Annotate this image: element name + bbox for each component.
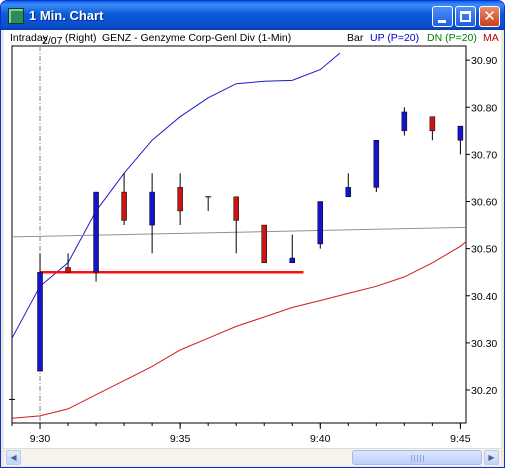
candle: [429, 116, 436, 141]
y-tick-label: 30.40: [471, 291, 497, 303]
y-tick-label: 30.60: [471, 197, 497, 209]
scroll-left-button[interactable]: ◀: [6, 450, 21, 465]
interval-label: (1-Min): [258, 32, 292, 44]
candle-body: [121, 191, 127, 221]
up-band-label: UP (P=20): [370, 32, 420, 44]
chevron-left-icon: ◀: [10, 453, 17, 462]
y-tick-label: 30.80: [471, 102, 497, 114]
candle: [177, 173, 183, 226]
window-title: 1 Min. Chart: [29, 8, 104, 23]
upper-band-line: [11, 52, 341, 339]
candle: [233, 196, 239, 254]
candle-body: [345, 187, 352, 198]
candle: [93, 191, 99, 282]
candle-body: [373, 140, 380, 188]
y-tick-label: 30.30: [471, 338, 497, 350]
maximize-button[interactable]: [455, 6, 476, 27]
candle-body: [93, 191, 99, 273]
y-tick-label: 30.90: [471, 55, 497, 67]
plot-border: [11, 45, 467, 424]
y-tick-label: 30.50: [471, 244, 497, 256]
y-tick-label: 30.70: [471, 149, 497, 161]
candle: [205, 196, 212, 211]
candle: [289, 234, 295, 264]
lower-band-line: [11, 241, 467, 419]
chevron-right-icon: ▶: [488, 453, 495, 462]
candle-body: [457, 125, 464, 141]
candle: [317, 201, 324, 249]
minimize-icon: [438, 20, 446, 23]
date-marker-label: 2/07: [42, 35, 63, 47]
candle: [345, 173, 352, 198]
symbol-label: GENZ - Genzyme Corp-Genl Div: [102, 32, 255, 44]
title-bar[interactable]: 1 Min. Chart ✕: [1, 1, 504, 30]
maximize-icon: [460, 11, 471, 22]
candle: [149, 173, 155, 254]
candle: [121, 173, 127, 226]
candle: [37, 253, 43, 372]
ma-line: [11, 226, 467, 238]
scroll-right-button[interactable]: ▶: [484, 450, 499, 465]
scale-label: (Right): [65, 32, 97, 44]
candle-body: [317, 201, 324, 245]
close-icon: ✕: [483, 8, 496, 25]
candle: [457, 125, 464, 155]
horizontal-scrollbar[interactable]: ◀ ▶: [4, 448, 501, 466]
ma-label: MA: [483, 32, 499, 44]
x-tick-label: 9:35: [170, 433, 191, 445]
chart-area[interactable]: Intraday (Right) GENZ - Genzyme Corp-Gen…: [4, 30, 501, 466]
candle: [261, 224, 267, 264]
minimize-button[interactable]: [432, 6, 453, 27]
price-chart[interactable]: 2/07 30.90 30.80 30.70 30.60 30.50 30.40 30.30…: [4, 30, 501, 448]
dn-band-label: DN (P=20): [427, 32, 477, 44]
close-button[interactable]: ✕: [479, 6, 500, 27]
candle-body: [149, 191, 155, 226]
candle-body: [233, 196, 239, 221]
scroll-thumb[interactable]: [352, 450, 482, 465]
candle-body: [429, 116, 436, 132]
candle-body: [177, 187, 183, 212]
candle-body: [37, 271, 43, 372]
candle: [373, 140, 380, 193]
candle-body: [289, 257, 295, 264]
chart-style-label: Bar: [347, 32, 364, 44]
candle-body: [401, 111, 408, 132]
candle-body: [65, 267, 71, 273]
chart-info-bar: Intraday (Right) GENZ - Genzyme Corp-Gen…: [4, 30, 501, 44]
grip-icon: [411, 455, 425, 462]
x-tick-label: 9:30: [30, 433, 51, 445]
candle: [9, 394, 15, 423]
mode-label: Intraday: [10, 32, 48, 44]
candle: [401, 107, 408, 136]
x-tick-label: 9:40: [310, 433, 331, 445]
x-tick-label: 9:45: [450, 433, 471, 445]
candle-body: [261, 224, 267, 264]
y-tick-label: 30.20: [471, 385, 497, 397]
chart-app-icon: [8, 8, 24, 24]
candle: [65, 253, 71, 273]
